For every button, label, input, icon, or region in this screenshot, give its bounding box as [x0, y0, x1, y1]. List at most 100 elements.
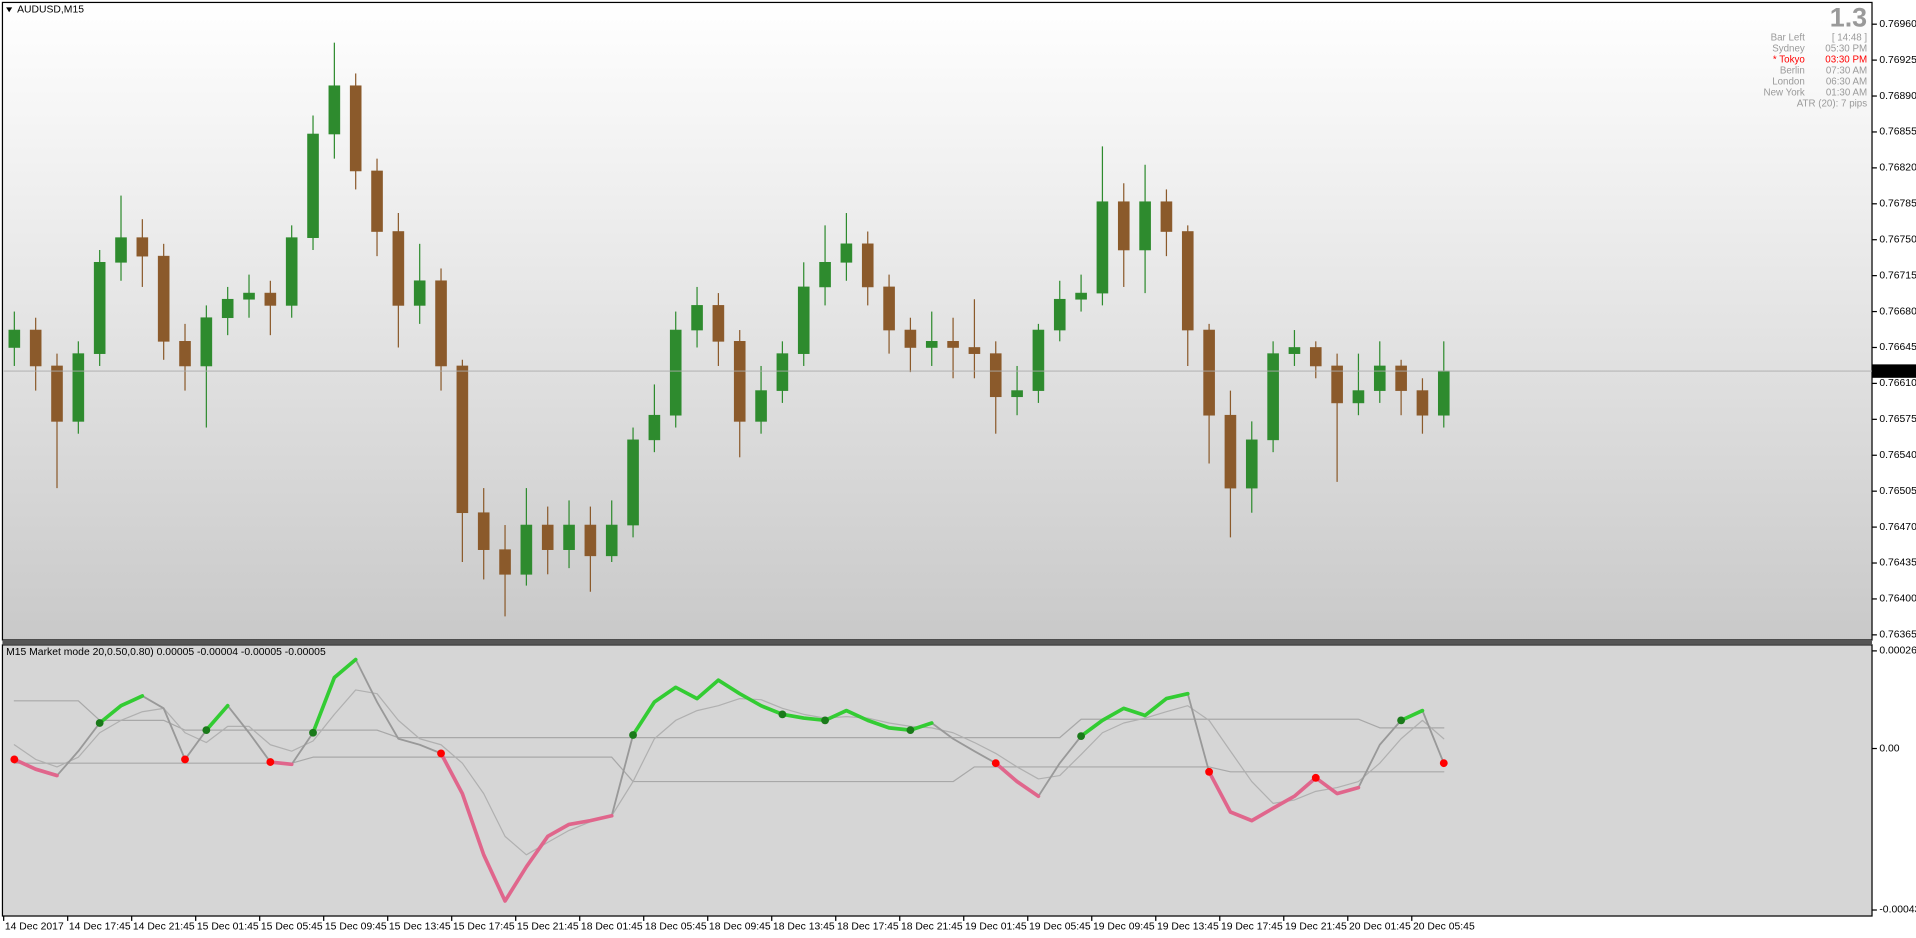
- y-tick-label: 0.76925: [1879, 55, 1916, 66]
- x-tick-label: 19 Dec 09:45: [1093, 922, 1155, 933]
- candle-body: [605, 524, 618, 557]
- signal-dot: [1077, 732, 1085, 741]
- candle-body: [29, 329, 42, 367]
- y-tick-label: 0.76680: [1879, 306, 1916, 317]
- x-tick-label: 19 Dec 13:45: [1157, 922, 1219, 933]
- x-tick-label: 18 Dec 05:45: [645, 922, 707, 933]
- x-tick-label: 19 Dec 17:45: [1221, 922, 1283, 933]
- menu-arrow[interactable]: [6, 7, 13, 13]
- candle-body: [285, 237, 298, 306]
- x-tick-label: 19 Dec 21:45: [1285, 922, 1347, 933]
- signal-dot: [309, 728, 317, 737]
- candle-body: [349, 85, 362, 172]
- x-tick-label: 18 Dec 09:45: [709, 922, 771, 933]
- candle-body: [1224, 414, 1237, 489]
- info-label: Berlin: [1780, 65, 1805, 76]
- info-label: * Tokyo: [1773, 54, 1805, 65]
- candle-body: [755, 390, 767, 422]
- info-label: Bar Left: [1771, 32, 1805, 43]
- y-tick-label: 0.76365: [1879, 630, 1916, 641]
- candle-body: [904, 329, 917, 348]
- info-label: New York: [1764, 87, 1805, 98]
- signal-dot: [10, 755, 19, 764]
- candle-body: [1075, 292, 1087, 300]
- info-value: [ 14:48 ]: [1832, 32, 1868, 43]
- candle-body: [51, 365, 63, 422]
- candle-body: [1117, 201, 1130, 251]
- signal-dot: [629, 731, 637, 739]
- candle-body: [1267, 353, 1279, 441]
- candle-body: [200, 317, 213, 367]
- candle-body: [72, 353, 85, 422]
- candle-body: [136, 237, 149, 257]
- y-tick-label: 0.76470: [1879, 522, 1916, 533]
- candle-body: [669, 329, 682, 416]
- signal-dot: [1311, 773, 1320, 782]
- candle-body: [883, 286, 895, 331]
- y-tick-label: 0.76505: [1879, 486, 1916, 497]
- x-tick-label: 14 Dec 2017: [5, 922, 64, 933]
- x-tick-label: 15 Dec 05:45: [261, 922, 323, 933]
- candle-body: [733, 341, 746, 422]
- signal-dot: [1439, 759, 1448, 768]
- candle-body: [819, 261, 831, 288]
- info-value: 01:30 AM: [1826, 87, 1867, 98]
- candle-body: [1395, 365, 1407, 391]
- candle-body: [221, 298, 234, 319]
- info-atr: ATR (20): 7 pips: [1797, 98, 1868, 109]
- x-tick-label: 18 Dec 17:45: [837, 922, 899, 933]
- x-tick-label: 14 Dec 21:45: [133, 922, 195, 933]
- signal-dot: [1205, 767, 1214, 776]
- y-tick-label: 0.76575: [1879, 414, 1916, 425]
- candle-body: [648, 414, 661, 441]
- candle-body: [1053, 298, 1066, 331]
- candle-body: [115, 237, 127, 263]
- signal-dot: [778, 710, 787, 719]
- x-tick-label: 19 Dec 05:45: [1029, 922, 1091, 933]
- candle-body: [1245, 439, 1258, 489]
- candle-body: [1288, 347, 1301, 354]
- candle-body: [1331, 365, 1343, 404]
- candle-body: [776, 353, 789, 391]
- candle-body: [712, 305, 725, 342]
- candle-body: [541, 524, 554, 550]
- candle-body: [371, 170, 383, 232]
- candle-body: [264, 292, 277, 306]
- candle-body: [157, 255, 170, 342]
- candle-body: [989, 353, 1002, 398]
- symbol-title: AUDUSD,M15: [17, 5, 84, 16]
- y-tick-label: 0.76400: [1879, 594, 1916, 605]
- candle-body: [93, 261, 106, 354]
- x-tick-label: 15 Dec 13:45: [389, 922, 451, 933]
- candle-body: [520, 524, 533, 575]
- signal-dot: [821, 716, 829, 725]
- info-value: 03:30 PM: [1825, 54, 1867, 65]
- info-label: London: [1772, 76, 1805, 87]
- candle-body: [1160, 201, 1173, 232]
- candle-body: [1352, 390, 1365, 404]
- signal-dot: [906, 726, 915, 735]
- candle-body: [840, 243, 853, 263]
- candle-body: [1437, 370, 1450, 416]
- signal-dot: [1397, 716, 1406, 725]
- signal-dot: [181, 755, 189, 764]
- candle-body: [947, 341, 959, 348]
- candle-body: [797, 286, 810, 354]
- y-tick-label: 0.76645: [1879, 342, 1916, 353]
- candle-body: [392, 231, 405, 306]
- candle-body: [1203, 329, 1215, 416]
- y-tick-label: 0.76820: [1879, 163, 1916, 174]
- info-value: 06:30 AM: [1826, 76, 1867, 87]
- indicator-line: [13, 756, 1445, 783]
- candle-body: [413, 280, 426, 306]
- x-tick-label: 20 Dec 05:45: [1413, 922, 1475, 933]
- candle-body: [499, 549, 511, 575]
- candle-body: [1373, 365, 1386, 391]
- x-tick-label: 20 Dec 01:45: [1349, 922, 1411, 933]
- y-tick-label: 0.76960: [1879, 19, 1916, 30]
- candle-body: [243, 292, 255, 300]
- candle-body: [691, 305, 703, 331]
- price-label-box: [1872, 364, 1916, 378]
- x-tick-label: 15 Dec 17:45: [453, 922, 515, 933]
